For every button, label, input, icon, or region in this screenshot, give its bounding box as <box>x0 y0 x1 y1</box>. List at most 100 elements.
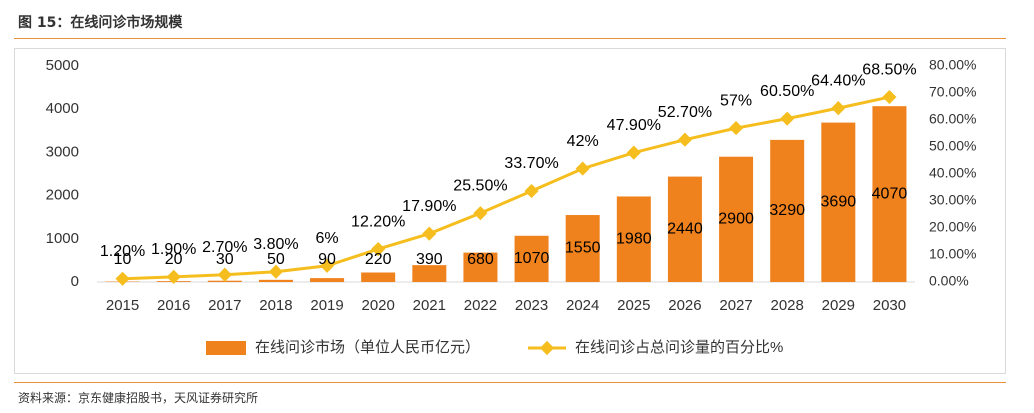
line-marker <box>217 267 232 282</box>
bar-data-label: 3290 <box>769 202 805 219</box>
bar-data-label: 4070 <box>872 185 908 202</box>
y-right-tick-label: 10.00% <box>929 246 976 262</box>
line-marker <box>831 101 846 116</box>
chart-svg: 0 1000 2000 3000 4000 5000 0.00% 10.00% 20.00% 30… <box>46 57 977 356</box>
line-data-label: 12.20% <box>351 213 405 230</box>
y-left-tick-label: 4000 <box>46 100 79 117</box>
y-right-tick-label: 40.00% <box>929 165 976 181</box>
bar <box>463 252 498 282</box>
line-data-label: 3.80% <box>253 236 298 253</box>
bar-data-label: 2900 <box>718 211 754 228</box>
y-left-tick-label: 1000 <box>46 230 79 247</box>
bar <box>258 279 293 282</box>
x-tick-label: 2016 <box>157 297 190 314</box>
legend-line-marker <box>539 340 555 356</box>
y-left-tick-label: 5000 <box>46 57 79 74</box>
bar-data-label: 1550 <box>565 240 601 257</box>
x-tick-label: 2018 <box>259 297 292 314</box>
line-data-label: 57% <box>720 92 752 109</box>
line-marker <box>728 121 744 136</box>
x-tick-label: 2026 <box>668 297 701 314</box>
line-marker <box>575 161 590 176</box>
y-right-tick-label: 20.00% <box>929 219 976 235</box>
line-marker <box>115 271 130 286</box>
chart-frame: 0 1000 2000 3000 4000 5000 0.00% 10.00% 20.00% 30… <box>14 48 1006 374</box>
figure-title: 图 15：在线问诊市场规模 <box>18 15 183 31</box>
bar <box>514 235 549 282</box>
legend-line-label: 在线问诊占总问诊量的百分比% <box>575 339 783 356</box>
y-right-tick-label: 60.00% <box>929 111 976 127</box>
bar-data-label: 1980 <box>616 230 652 247</box>
bar-data-label: 2440 <box>667 221 703 238</box>
y-left-tick-label: 0 <box>71 273 79 290</box>
x-tick-label: 2015 <box>106 297 139 314</box>
line-marker <box>677 132 693 147</box>
line-data-label: 64.40% <box>811 72 865 89</box>
bar <box>565 215 600 282</box>
source-note: 资料来源：京东健康招股书，天风证券研究所 <box>18 391 259 405</box>
bar-data-label: 10 <box>114 251 132 268</box>
bottom-rule <box>14 382 1006 383</box>
line-data-label: 47.90% <box>607 117 661 134</box>
x-tick-label: 2020 <box>362 297 395 314</box>
x-tick-label: 2028 <box>771 297 804 314</box>
x-tick-label: 2023 <box>515 297 548 314</box>
line-data-label: 33.70% <box>504 155 558 172</box>
line-data-label: 2.70% <box>202 239 247 256</box>
line-data-label: 6% <box>316 230 339 247</box>
y-right-tick-label: 30.00% <box>929 192 976 208</box>
y-left-tick-label: 2000 <box>46 187 79 204</box>
line-marker <box>319 258 335 273</box>
bar <box>821 122 856 282</box>
line-marker <box>780 111 795 126</box>
legend-bar-label: 在线问诊市场（单位人民币亿元） <box>255 339 480 356</box>
x-tick-label: 2030 <box>873 297 906 314</box>
bar <box>412 265 447 282</box>
line-data-label: 1.90% <box>151 241 196 258</box>
bar <box>310 278 345 282</box>
line-marker <box>268 264 284 279</box>
line-data-label: 1.20% <box>100 243 145 260</box>
line-series <box>122 95 890 281</box>
line-marker <box>473 206 488 221</box>
line-data-label: 60.50% <box>760 83 814 100</box>
x-tick-label: 2021 <box>413 297 446 314</box>
line-marker <box>882 89 897 105</box>
line-data-label: 25.50% <box>453 177 507 194</box>
bar-data-label: 1070 <box>514 250 550 267</box>
y-right-tick-label: 80.00% <box>929 57 976 73</box>
bar-data-label: 3690 <box>821 194 857 211</box>
top-rule <box>14 38 1006 39</box>
line-marker <box>524 183 539 199</box>
x-tick-label: 2024 <box>566 297 599 314</box>
line-data-label: 68.50% <box>862 61 916 78</box>
line-data-label: 17.90% <box>402 198 456 215</box>
bar <box>667 176 702 282</box>
bar <box>616 196 651 282</box>
y-left-tick-label: 3000 <box>46 143 79 160</box>
legend-bar-swatch <box>206 341 246 355</box>
x-tick-label: 2027 <box>719 297 752 314</box>
bar <box>719 156 754 282</box>
bar-data-label: 30 <box>216 251 234 268</box>
y-right-tick-label: 50.00% <box>929 138 976 154</box>
x-tick-label: 2029 <box>822 297 855 314</box>
bar <box>770 139 805 282</box>
bar <box>872 106 907 282</box>
bar <box>361 272 396 282</box>
bar-data-label: 90 <box>318 251 336 268</box>
line-marker <box>371 241 386 257</box>
line-marker <box>626 145 641 160</box>
bar-data-label: 220 <box>365 251 392 268</box>
x-tick-label: 2017 <box>208 297 241 314</box>
x-tick-label: 2022 <box>464 297 497 314</box>
x-tick-label: 2025 <box>617 297 650 314</box>
line-data-label: 52.70% <box>658 104 712 121</box>
x-tick-label: 2019 <box>310 297 343 314</box>
y-right-tick-label: 0.00% <box>929 273 969 289</box>
line-marker <box>166 269 181 284</box>
bar-data-label: 390 <box>416 251 443 268</box>
bar-data-label: 680 <box>467 251 494 268</box>
y-right-tick-label: 70.00% <box>929 84 976 100</box>
line-marker <box>422 226 437 241</box>
